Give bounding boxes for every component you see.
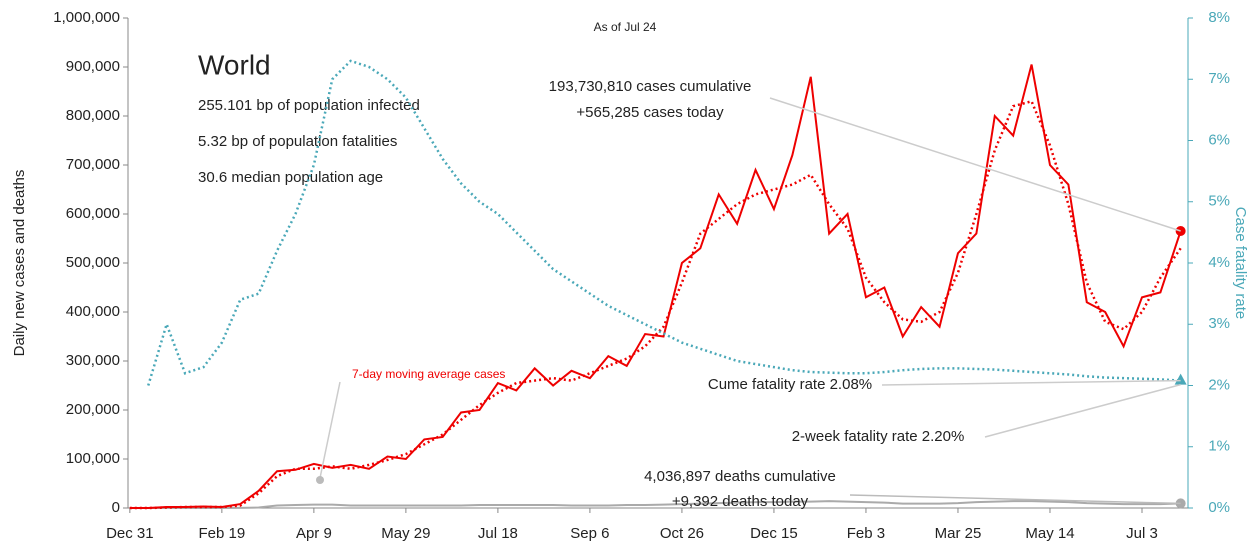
annotation: 4,036,897 deaths cumulative	[644, 468, 836, 485]
y2-tick-label: 2%	[1208, 376, 1230, 393]
annotation: 2-week fatality rate 2.20%	[792, 428, 965, 445]
x-tick-label: Jul 3	[1126, 525, 1158, 542]
x-tick-label: May 29	[381, 525, 430, 542]
x-tick-label: Oct 26	[660, 525, 704, 542]
annotation: 193,730,810 cases cumulative	[549, 78, 752, 95]
end-marker	[1174, 373, 1187, 385]
y2-tick-label: 6%	[1208, 131, 1230, 148]
annotation: Cume fatality rate 2.08%	[708, 376, 872, 393]
y-tick-label: 900,000	[66, 58, 120, 75]
panel-line: 5.32 bp of population fatalities	[198, 133, 397, 150]
x-tick-label: Sep 6	[570, 525, 609, 542]
annotation-connector	[984, 383, 1181, 438]
series-line	[129, 500, 1181, 509]
y2-tick-label: 1%	[1208, 438, 1230, 455]
y2-axis-label: Case fatality rate	[1232, 207, 1249, 320]
x-tick-label: Dec 31	[106, 525, 154, 542]
annotation-connector	[769, 97, 1181, 232]
x-tick-label: Feb 19	[199, 525, 246, 542]
y-axis-label: Daily new cases and deaths	[11, 170, 28, 357]
series-line	[129, 99, 1182, 510]
x-tick-label: Feb 3	[847, 525, 885, 542]
y2-tick-label: 3%	[1208, 315, 1230, 332]
x-tick-label: Dec 15	[750, 525, 798, 542]
x-tick-label: Jul 18	[478, 525, 518, 542]
y2-tick-label: 0%	[1208, 499, 1230, 516]
y-tick-label: 600,000	[66, 205, 120, 222]
annotation-dot	[316, 476, 324, 484]
y-tick-label: 500,000	[66, 254, 120, 271]
y2-tick-label: 8%	[1208, 9, 1230, 26]
series-line	[147, 59, 1181, 386]
annotation: +9,392 deaths today	[672, 493, 809, 510]
panel-line: 255.101 bp of population infected	[198, 97, 420, 114]
annotation: 7-day moving average cases	[352, 367, 505, 381]
panel-line: 30.6 median population age	[198, 169, 383, 186]
y2-tick-label: 7%	[1208, 70, 1230, 87]
x-tick-label: May 14	[1025, 525, 1074, 542]
y-tick-label: 0	[112, 499, 120, 516]
annotation-connector	[881, 379, 1181, 386]
y-tick-label: 800,000	[66, 107, 120, 124]
y-tick-label: 100,000	[66, 450, 120, 467]
y-tick-label: 200,000	[66, 401, 120, 418]
annotation: +565,285 cases today	[576, 104, 724, 121]
series-line	[129, 64, 1182, 509]
y2-tick-label: 5%	[1208, 193, 1230, 210]
panel-title: World	[198, 49, 271, 80]
y-tick-label: 300,000	[66, 352, 120, 369]
y-tick-label: 400,000	[66, 303, 120, 320]
y2-tick-label: 4%	[1208, 254, 1230, 271]
y-tick-label: 700,000	[66, 156, 120, 173]
annotation-connector	[849, 494, 1181, 505]
y-tick-label: 1,000,000	[53, 9, 120, 26]
annotation-connector	[319, 381, 341, 479]
x-tick-label: Apr 9	[296, 525, 332, 542]
subtitle: As of Jul 24	[594, 20, 657, 34]
x-tick-label: Mar 25	[935, 525, 982, 542]
